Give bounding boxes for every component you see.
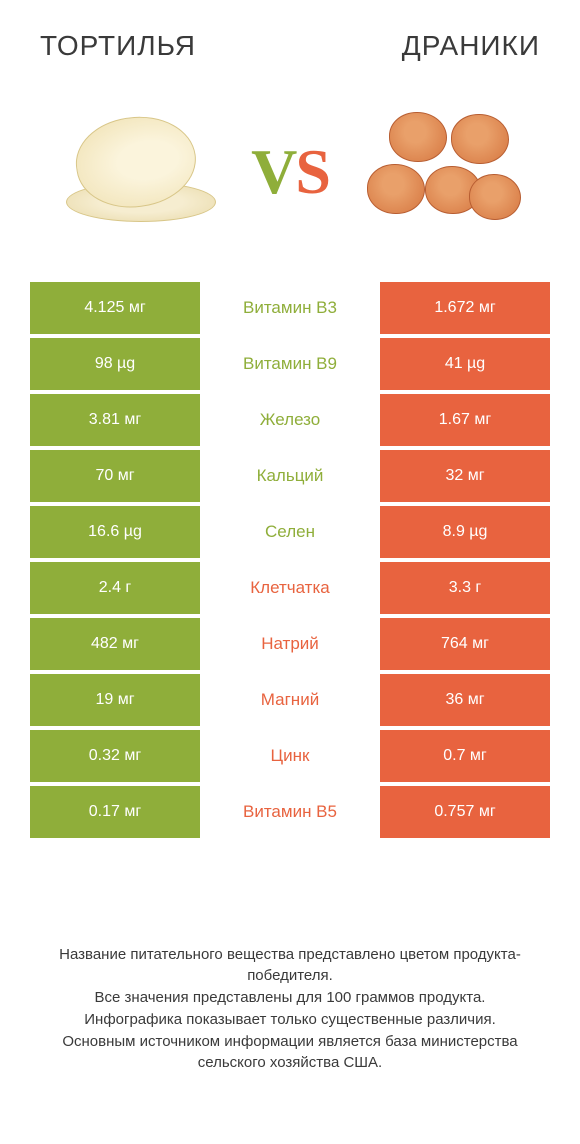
table-row: 19 мгМагний36 мг: [30, 674, 550, 726]
food-left-image: [61, 92, 221, 252]
nutrient-table: 4.125 мгВитамин B31.672 мг98 µgВитамин B…: [0, 282, 580, 838]
nutrient-name: Кальций: [200, 450, 380, 502]
left-value: 70 мг: [30, 450, 200, 502]
right-value: 36 мг: [380, 674, 550, 726]
nutrient-name: Натрий: [200, 618, 380, 670]
right-value: 3.3 г: [380, 562, 550, 614]
nutrient-name: Клетчатка: [200, 562, 380, 614]
nutrient-name: Витамин B5: [200, 786, 380, 838]
left-value: 98 µg: [30, 338, 200, 390]
left-value: 3.81 мг: [30, 394, 200, 446]
table-row: 3.81 мгЖелезо1.67 мг: [30, 394, 550, 446]
food-left-title: ТОРТИЛЬЯ: [40, 30, 196, 62]
left-value: 482 мг: [30, 618, 200, 670]
footer-line: Инфографика показывает только существенн…: [30, 1009, 550, 1031]
vs-label: VS: [251, 135, 329, 209]
right-value: 8.9 µg: [380, 506, 550, 558]
food-right-title: ДРАНИКИ: [402, 30, 540, 62]
table-row: 0.17 мгВитамин B50.757 мг: [30, 786, 550, 838]
nutrient-name: Селен: [200, 506, 380, 558]
footer-notes: Название питательного вещества представл…: [30, 944, 550, 1075]
nutrient-name: Витамин B3: [200, 282, 380, 334]
right-value: 41 µg: [380, 338, 550, 390]
table-row: 0.32 мгЦинк0.7 мг: [30, 730, 550, 782]
right-value: 0.7 мг: [380, 730, 550, 782]
left-value: 19 мг: [30, 674, 200, 726]
left-value: 16.6 µg: [30, 506, 200, 558]
footer-line: Название питательного вещества представл…: [30, 944, 550, 988]
footer-line: Все значения представлены для 100 граммо…: [30, 987, 550, 1009]
nutrient-name: Магний: [200, 674, 380, 726]
right-value: 1.67 мг: [380, 394, 550, 446]
table-row: 70 мгКальций32 мг: [30, 450, 550, 502]
right-value: 0.757 мг: [380, 786, 550, 838]
left-value: 4.125 мг: [30, 282, 200, 334]
table-row: 16.6 µgСелен8.9 µg: [30, 506, 550, 558]
footer-line: Основным источником информации является …: [30, 1031, 550, 1075]
left-value: 2.4 г: [30, 562, 200, 614]
right-value: 32 мг: [380, 450, 550, 502]
nutrient-name: Железо: [200, 394, 380, 446]
table-row: 2.4 гКлетчатка3.3 г: [30, 562, 550, 614]
right-value: 1.672 мг: [380, 282, 550, 334]
header: ТОРТИЛЬЯ ДРАНИКИ: [0, 0, 580, 72]
food-right-image: [359, 92, 519, 252]
right-value: 764 мг: [380, 618, 550, 670]
nutrient-name: Витамин B9: [200, 338, 380, 390]
table-row: 98 µgВитамин B941 µg: [30, 338, 550, 390]
left-value: 0.32 мг: [30, 730, 200, 782]
table-row: 482 мгНатрий764 мг: [30, 618, 550, 670]
left-value: 0.17 мг: [30, 786, 200, 838]
hero-row: VS: [0, 72, 580, 282]
nutrient-name: Цинк: [200, 730, 380, 782]
table-row: 4.125 мгВитамин B31.672 мг: [30, 282, 550, 334]
